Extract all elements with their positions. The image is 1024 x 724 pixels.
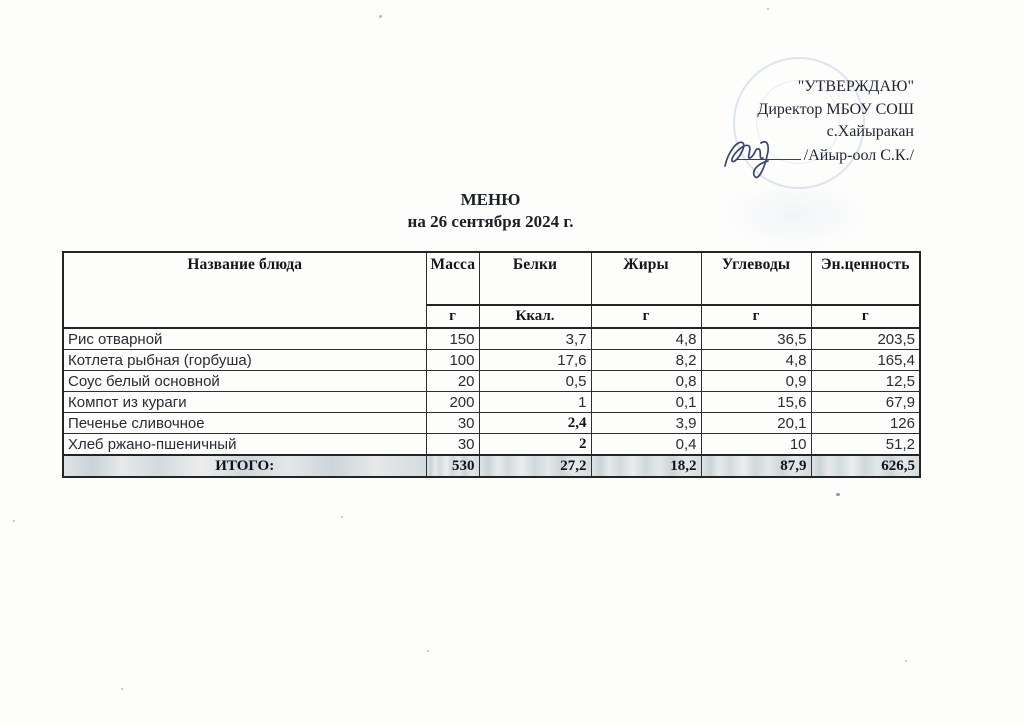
energy-cell: 67,9	[810, 391, 921, 413]
table-row-bread: Хлеб ржано-пшеничный 30 2 0,4 10 51,2	[62, 433, 921, 456]
fat-cell: 4,8	[590, 327, 702, 350]
header-dish: Название блюда	[62, 251, 427, 329]
dish-name-cell: Компот из кураги	[62, 391, 427, 413]
protein-cell: 17,6	[478, 349, 592, 371]
unit-mass: г	[425, 304, 480, 329]
title-date: на 26 сентября 2024 г.	[407, 212, 574, 231]
approval-line-village: с.Хайыракан	[826, 123, 914, 140]
fat-cell: 8,2	[590, 349, 702, 371]
header-protein: Белки	[478, 251, 592, 306]
scan-speck	[836, 493, 840, 496]
protein-cell: 0,5	[478, 370, 592, 392]
header-mass: Масса	[425, 251, 480, 306]
stamp-circle-inner	[756, 80, 840, 164]
scan-speck	[905, 660, 907, 662]
mass-cell: 30	[425, 433, 480, 456]
unit-carbs: г	[700, 304, 812, 329]
carbs-cell: 20,1	[700, 412, 812, 434]
document-title: МЕНЮ на 26 сентября 2024 г.	[62, 189, 919, 233]
total-carbs-cell: 87,9	[700, 454, 812, 478]
total-label-cell: ИТОГО:	[62, 454, 427, 478]
energy-cell: 203,5	[810, 327, 921, 350]
header-fat: Жиры	[590, 251, 702, 306]
dish-name-cell: Рис отварной	[62, 327, 427, 350]
table-total-row: ИТОГО: 530 27,2 18,2 87,9 626,5	[62, 454, 921, 478]
total-protein-cell: 27,2	[478, 454, 592, 478]
mass-cell: 100	[425, 349, 480, 371]
dish-name-cell: Котлета рыбная (горбуша)	[62, 349, 427, 371]
protein-cell: 1	[478, 391, 592, 413]
energy-cell: 165,4	[810, 349, 921, 371]
mass-cell: 200	[425, 391, 480, 413]
approval-block: "УТВЕРЖДАЮ" Директор МБОУ СОШ с.Хайырака…	[664, 76, 914, 178]
approval-line-approve: "УТВЕРЖДАЮ"	[797, 78, 914, 95]
mass-cell: 30	[425, 412, 480, 434]
table-row-cookies: Печенье сливочное 30 2,4 3,9 20,1 126	[62, 412, 921, 434]
total-mass-cell: 530	[425, 454, 480, 478]
protein-cell: 2	[478, 433, 592, 456]
carbs-cell: 10	[700, 433, 812, 456]
scan-speck	[767, 8, 769, 10]
scan-speck	[379, 15, 382, 18]
header-carbs: Углеводы	[700, 251, 812, 306]
dish-name-cell: Хлеб ржано-пшеничный	[62, 433, 427, 456]
menu-table: Название блюда Масса Белки Жиры Углеводы…	[62, 251, 921, 478]
stamp-circle-outer	[733, 57, 865, 189]
unit-energy: г	[810, 304, 921, 329]
title-menu: МЕНЮ	[460, 190, 521, 209]
carbs-cell: 15,6	[700, 391, 812, 413]
table-row-rice: Рис отварной 150 3,7 4,8 36,5 203,5	[62, 327, 921, 350]
table-units-row: г Ккал. г г г	[63, 304, 921, 329]
protein-cell: 3,7	[478, 327, 592, 350]
scan-speck	[341, 516, 343, 518]
energy-cell: 12,5	[810, 370, 921, 392]
table-row-cutlet: Котлета рыбная (горбуша) 100 17,6 8,2 4,…	[62, 349, 921, 371]
mass-cell: 150	[425, 327, 480, 350]
table-row-sauce: Соус белый основной 20 0,5 0,8 0,9 12,5	[62, 370, 921, 392]
carbs-cell: 36,5	[700, 327, 812, 350]
protein-cell: 2,4	[478, 412, 592, 434]
unit-protein: Ккал.	[478, 304, 592, 329]
scan-speck	[121, 688, 123, 690]
energy-cell: 126	[810, 412, 921, 434]
total-energy-cell: 626,5	[810, 454, 921, 478]
fat-cell: 3,9	[590, 412, 702, 434]
mass-cell: 20	[425, 370, 480, 392]
signature-line	[736, 144, 801, 160]
total-fat-cell: 18,2	[590, 454, 702, 478]
carbs-cell: 0,9	[700, 370, 812, 392]
energy-cell: 51,2	[810, 433, 921, 456]
header-energy: Эн.ценность	[810, 251, 921, 306]
unit-fat: г	[590, 304, 702, 329]
approval-line-director: Директор МБОУ СОШ	[757, 100, 914, 118]
scan-speck	[13, 520, 15, 522]
fat-cell: 0,1	[590, 391, 702, 413]
fat-cell: 0,4	[590, 433, 702, 456]
carbs-cell: 4,8	[700, 349, 812, 371]
dish-name-cell: Печенье сливочное	[62, 412, 427, 434]
table-row-compote: Компот из кураги 200 1 0,1 15,6 67,9	[62, 391, 921, 413]
stamp-ink-smudge	[720, 180, 870, 250]
signature-row: /Айыр-оол С.К./	[664, 140, 914, 178]
dish-name-cell: Соус белый основной	[62, 370, 427, 392]
fat-cell: 0,8	[590, 370, 702, 392]
approver-name: /Айыр-оол С.К./	[803, 146, 914, 164]
table-header-row: Название блюда Масса Белки Жиры Углеводы…	[62, 251, 921, 329]
scan-speck	[427, 650, 429, 652]
